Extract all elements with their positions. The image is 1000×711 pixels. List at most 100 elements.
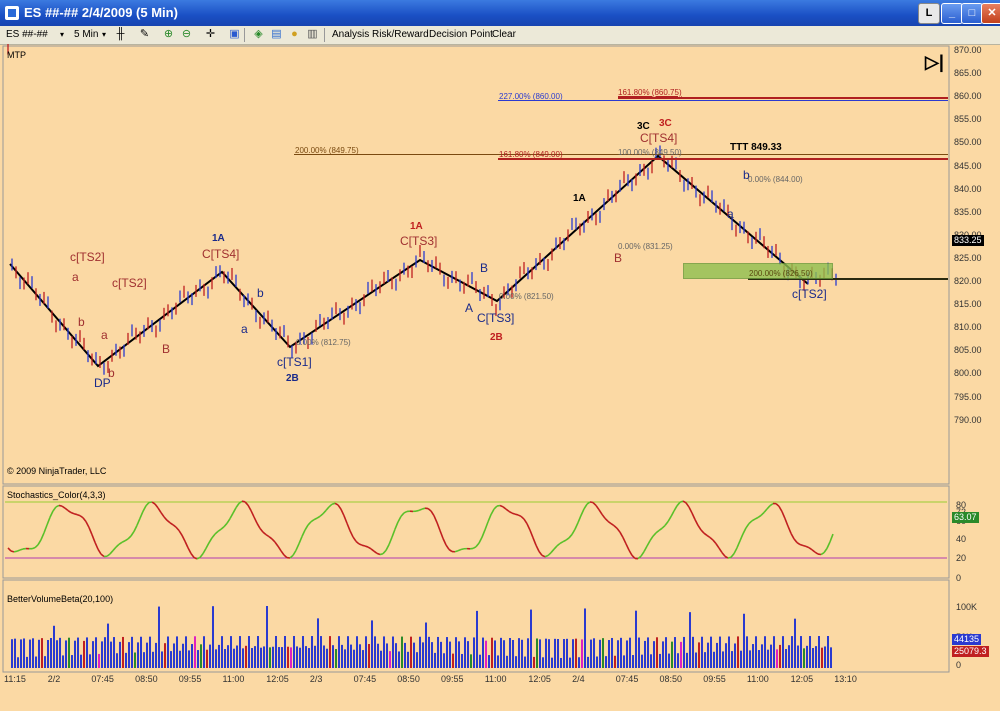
minimize-button[interactable]: _	[941, 3, 963, 24]
stochastics-segment	[154, 503, 159, 509]
wave-annotation[interactable]: 2B	[286, 373, 299, 384]
close-button[interactable]: ✕	[981, 3, 1000, 24]
stochastics-segment	[367, 546, 372, 550]
instrument-selector[interactable]: ES ##-##	[6, 29, 48, 40]
maximize-button[interactable]: □	[961, 3, 983, 24]
wave-annotation[interactable]: a	[72, 270, 79, 284]
wave-annotation[interactable]: 1A	[410, 221, 423, 232]
wave-annotation[interactable]: A	[465, 301, 474, 315]
stochastics-tick-label: 80	[956, 500, 967, 510]
stochastics-segment	[199, 553, 204, 558]
wave-annotation[interactable]: 2B	[490, 332, 503, 343]
wave-annotation[interactable]: c[TS2]	[112, 276, 147, 290]
stochastics-segment	[175, 526, 180, 532]
time-tick-label: 09:55	[178, 674, 202, 684]
stochastics-segment	[118, 541, 123, 545]
stochastics-segment	[622, 537, 627, 545]
stochastics-segment	[649, 535, 654, 542]
properties-icon[interactable]: ▣	[229, 28, 240, 40]
price-chart-canvas[interactable]	[0, 44, 1000, 711]
stochastics-segment	[112, 546, 117, 552]
wave-annotation[interactable]: DP	[94, 376, 111, 390]
stochastics-segment	[493, 505, 498, 510]
wave-annotation[interactable]: b	[78, 315, 85, 329]
stochastics-segment	[679, 500, 684, 503]
zoom-out-icon[interactable]: ⊖	[181, 28, 192, 40]
scroll-end-icon[interactable]: ▷|	[925, 52, 944, 72]
time-tick-label: 11:00	[222, 674, 245, 684]
price-tick-label: 795.00	[954, 391, 982, 402]
fib-line-161-lower	[498, 158, 948, 160]
stochastics-segment	[241, 500, 246, 503]
strategy-icon[interactable]: ◈	[254, 28, 263, 40]
wave-annotation[interactable]: TTT 849.33	[730, 142, 782, 153]
stochastics-segment	[313, 517, 318, 521]
crosshair-icon[interactable]: ✛	[205, 28, 216, 40]
wave-annotation[interactable]: 3C	[637, 121, 650, 132]
wave-annotation[interactable]: B	[614, 251, 623, 265]
fib-level-label: 0.00% (821.50)	[499, 292, 554, 301]
interval-selector[interactable]: 5 Min	[74, 29, 99, 40]
stochastics-segment	[694, 519, 699, 526]
stochastics-segment	[766, 505, 771, 510]
wave-annotation[interactable]: B	[162, 342, 171, 356]
wave-annotation[interactable]: c[TS2]	[70, 250, 105, 264]
stochastics-segment	[355, 540, 360, 545]
stochastics-segment	[715, 543, 720, 549]
wave-annotation[interactable]: C[TS4]	[202, 247, 240, 261]
time-tick-label: 13:10	[834, 674, 857, 684]
stochastics-segment	[307, 521, 312, 526]
stochastics-segment	[337, 504, 342, 510]
clear-button[interactable]: Clear	[492, 29, 516, 40]
stochastics-segment	[496, 504, 501, 507]
decision-point-button[interactable]: Decision Point	[429, 29, 493, 40]
stochastics-segment	[523, 518, 528, 525]
wave-annotation[interactable]: 1A	[212, 233, 225, 244]
wave-annotation[interactable]: a	[101, 328, 108, 342]
wave-annotation[interactable]: C[TS3]	[400, 234, 438, 248]
wave-annotation[interactable]: C[TS4]	[640, 131, 678, 145]
fib-line-200	[294, 154, 948, 155]
stochastics-segment	[262, 531, 267, 536]
volume-series	[11, 606, 832, 668]
stochastics-segment	[184, 540, 189, 549]
pen-icon[interactable]: ✎	[139, 28, 150, 40]
interval-dropdown-icon[interactable]: ▾	[102, 30, 107, 39]
stochastics-segment	[592, 501, 597, 506]
stochastics-segment	[169, 522, 174, 526]
indicator-icon[interactable]: ▤	[271, 28, 282, 40]
price-tick-label: 860.00	[954, 91, 982, 102]
bar-style-icon[interactable]: ╫	[116, 28, 125, 40]
stochastics-segment	[577, 515, 582, 523]
stochastics-segment	[826, 541, 831, 549]
stochastics-segment	[544, 554, 549, 558]
wave-annotation[interactable]: c[TS2]	[792, 287, 827, 301]
wave-annotation[interactable]: b	[257, 286, 264, 300]
link-button[interactable]: L	[918, 3, 940, 24]
wave-annotation[interactable]: a	[727, 207, 734, 221]
target-zone[interactable]	[683, 263, 833, 279]
stochastics-segment	[763, 508, 768, 514]
data-box-icon[interactable]: ▥	[307, 28, 318, 40]
stochastics-segment	[61, 505, 66, 509]
stochastics-segment	[541, 554, 546, 558]
wave-annotation[interactable]: b	[743, 168, 750, 182]
stochastics-segment	[682, 500, 687, 504]
wave-annotation[interactable]: 1A	[573, 193, 586, 204]
stochastics-segment	[748, 520, 753, 525]
stochastics-segment	[196, 556, 201, 560]
wave-annotation[interactable]: C[TS3]	[477, 311, 515, 325]
wave-annotation[interactable]: 3C	[659, 118, 672, 129]
instrument-dropdown-icon[interactable]: ▾	[60, 30, 65, 39]
analysis-button[interactable]: Analysis	[332, 29, 370, 40]
fib-level-label: 200.00% (849.75)	[295, 146, 359, 155]
wave-annotation[interactable]: B	[480, 261, 489, 275]
stochastics-segment	[640, 551, 645, 557]
wave-annotation[interactable]: a	[241, 322, 248, 336]
coin-icon[interactable]: ●	[291, 28, 298, 40]
wave-annotation[interactable]: b	[108, 366, 115, 380]
zoom-in-icon[interactable]: ⊕	[163, 28, 174, 40]
risk-reward-button[interactable]: Risk/Reward	[372, 29, 429, 40]
wave-annotation[interactable]: c[TS1]	[277, 355, 312, 369]
stochastics-tick-label: 0	[956, 573, 962, 583]
